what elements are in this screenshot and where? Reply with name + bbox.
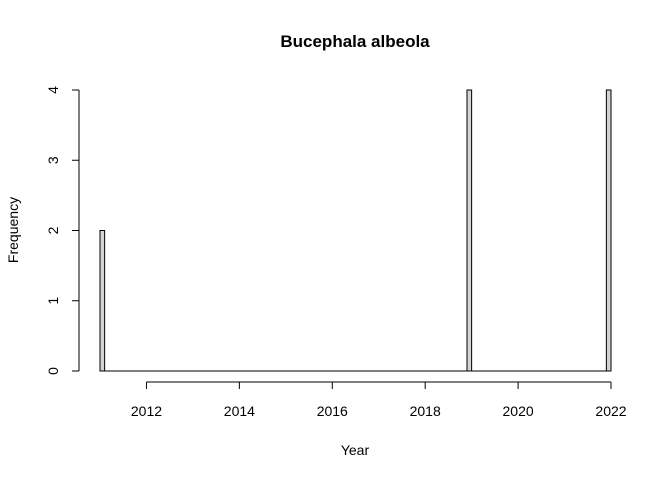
x-tick-label: 2022 (595, 403, 626, 419)
bar (99, 230, 106, 372)
x-tick-label: 2014 (224, 403, 255, 419)
x-tick-label: 2012 (131, 403, 162, 419)
chart-title: Bucephala albeola (280, 32, 430, 51)
x-axis: 2012 2014 2016 2018 2020 2022 (131, 381, 627, 419)
bar (605, 89, 612, 372)
y-tick-label: 0 (45, 367, 61, 375)
y-tick-label: 4 (45, 86, 61, 94)
y-axis-label: Frequency (5, 197, 21, 263)
y-tick-label: 3 (45, 156, 61, 164)
y-tick-label: 2 (45, 226, 61, 234)
y-tick-label: 1 (45, 297, 61, 305)
x-tick-label: 2018 (410, 403, 441, 419)
y-axis: 0 1 2 3 4 (45, 86, 80, 375)
x-axis-label: Year (341, 442, 370, 458)
x-tick-label: 2016 (317, 403, 348, 419)
bars-group (99, 89, 612, 372)
bar (466, 89, 473, 372)
x-tick-label: 2020 (503, 403, 534, 419)
